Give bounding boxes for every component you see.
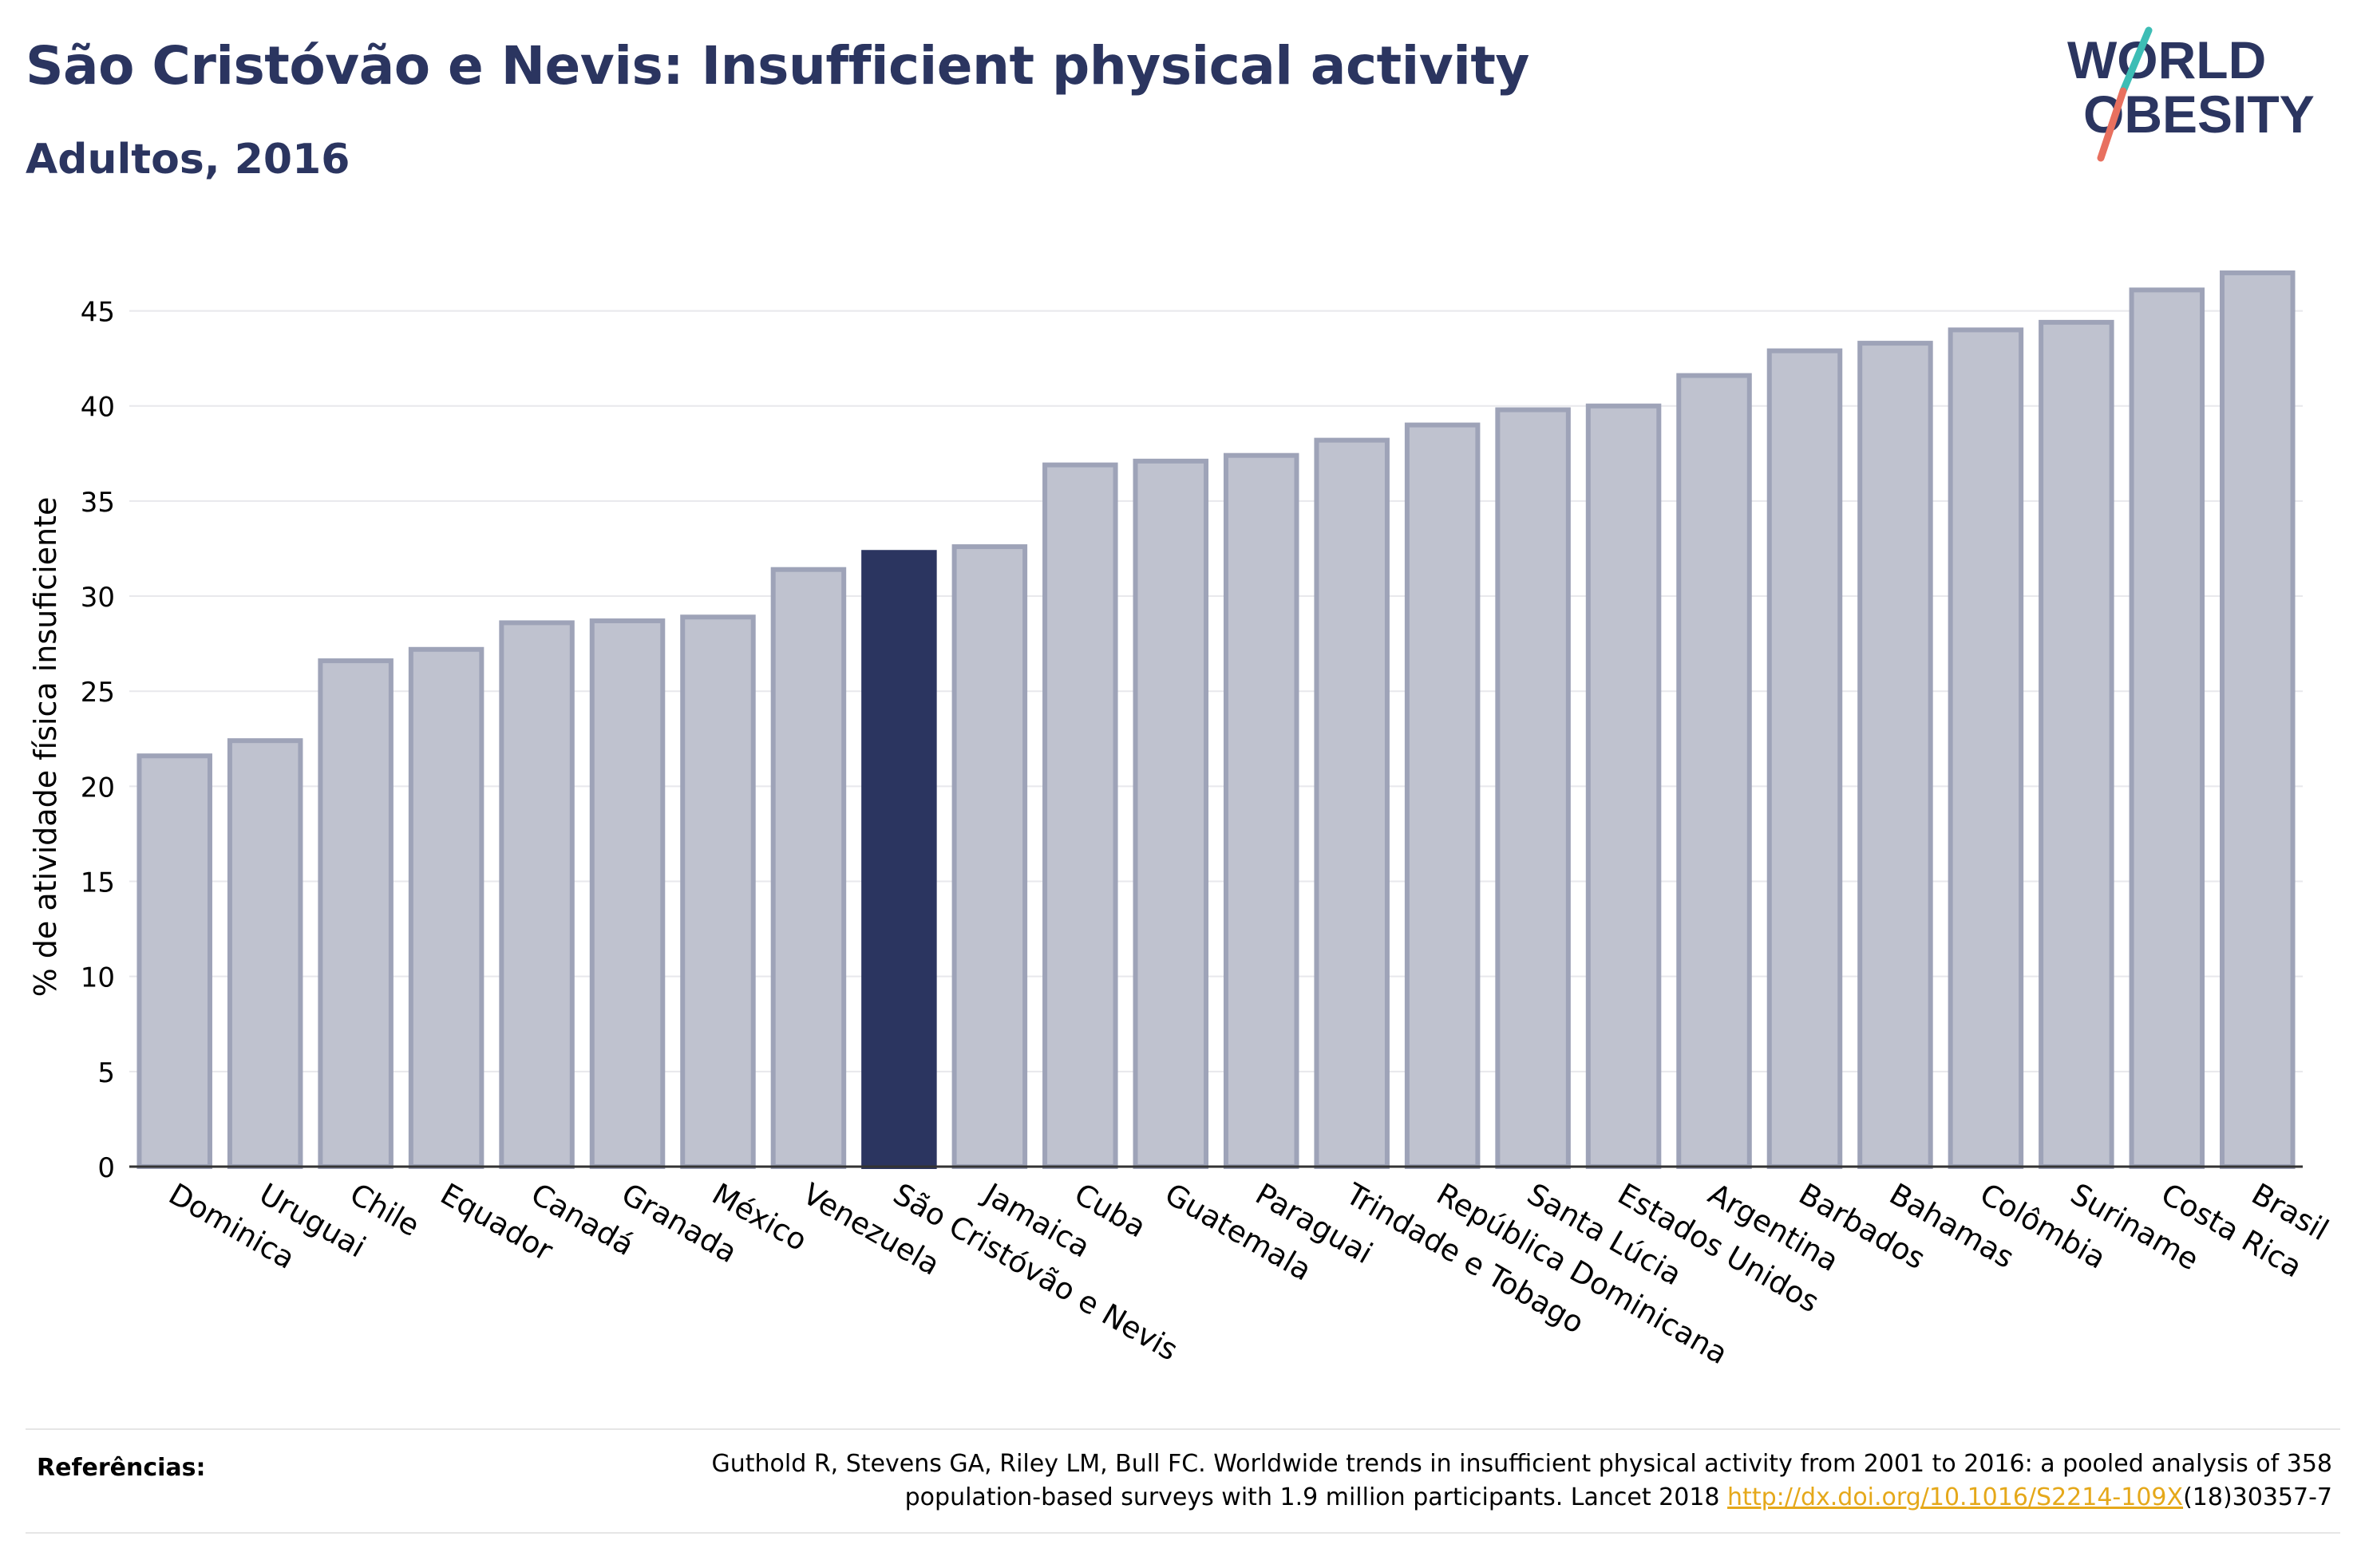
chart-title: São Cristóvão e Nevis: Insufficient phys… <box>26 35 1529 97</box>
reference-line-2: population-based surveys with 1.9 millio… <box>904 1483 1728 1511</box>
references-label: Referências: <box>37 1454 206 1482</box>
bar <box>589 618 666 1169</box>
bar <box>1948 327 2024 1169</box>
bar <box>227 738 303 1169</box>
bar <box>499 620 575 1169</box>
y-tick-labels: 0 5 10 15 20 25 30 35 40 45 <box>81 297 115 1184</box>
bar <box>1133 458 1209 1169</box>
logo-slash-coral <box>2097 87 2127 162</box>
y-tick-label: 25 <box>81 677 115 709</box>
y-tick-label: 40 <box>81 392 115 424</box>
bar <box>1585 403 1662 1170</box>
y-tick-label: 5 <box>97 1057 115 1089</box>
y-axis-label: % de atividade física insuficiente <box>28 497 63 997</box>
bar <box>1495 407 1571 1169</box>
reference-doi-link[interactable]: http://dx.doi.org/10.1016/S2214-109X <box>1727 1483 2184 1511</box>
bar <box>408 646 484 1169</box>
bar <box>2129 287 2205 1169</box>
bar <box>2039 319 2114 1169</box>
bar <box>136 753 212 1169</box>
bar <box>770 567 847 1169</box>
reference-line-1: Guthold R, Stevens GA, Riley LM, Bull FC… <box>711 1450 2332 1478</box>
y-tick-label: 15 <box>81 867 115 899</box>
bars <box>136 270 2296 1170</box>
logo-text-world: WORLD <box>2067 30 2266 89</box>
bar <box>1314 437 1390 1169</box>
bar <box>2220 270 2296 1170</box>
bar <box>1857 341 1933 1169</box>
bar <box>1404 422 1481 1169</box>
references-text: Guthold R, Stevens GA, Riley LM, Bull FC… <box>417 1448 2332 1515</box>
references-section: Referências: Guthold R, Stevens GA, Rile… <box>26 1428 2340 1534</box>
y-tick-label: 0 <box>97 1152 115 1184</box>
logo-slash-teal <box>2119 26 2153 95</box>
world-obesity-logo: WORLD OBESITY <box>2067 26 2315 162</box>
bar <box>1223 452 1299 1169</box>
bar-highlighted <box>861 550 937 1169</box>
y-tick-label: 10 <box>81 962 115 994</box>
y-tick-label: 35 <box>81 487 115 519</box>
bar <box>1766 348 1843 1170</box>
y-tick-label: 20 <box>81 772 115 804</box>
y-tick-label: 45 <box>81 297 115 329</box>
bar <box>680 614 756 1169</box>
bar <box>951 544 1028 1169</box>
y-tick-label: 30 <box>81 582 115 614</box>
bar <box>1676 373 1752 1169</box>
gridlines <box>129 310 2303 1072</box>
chart-subtitle: Adultos, 2016 <box>26 136 350 184</box>
reference-suffix: (18)30357-7 <box>2183 1483 2332 1511</box>
bar <box>318 658 394 1169</box>
bar <box>1042 462 1118 1169</box>
